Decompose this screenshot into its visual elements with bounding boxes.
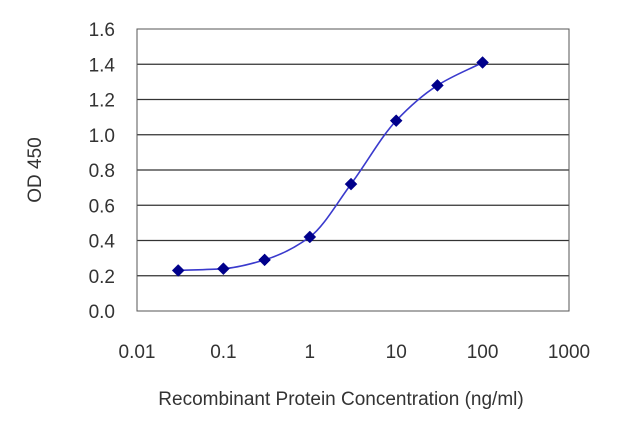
y-axis-title: OD 450 [25, 137, 46, 202]
x-tick-label: 0.1 [210, 342, 236, 363]
y-tick-label: 0.8 [89, 161, 115, 182]
data-point [217, 262, 230, 276]
data-point [344, 177, 358, 191]
x-axis-ticks: 0.01 0.1 1 10 100 1000 [119, 342, 591, 363]
x-tick-label: 1 [305, 342, 316, 363]
data-point [389, 114, 403, 128]
y-tick-label: 1.4 [89, 55, 116, 76]
y-axis-ticks: 0.0 0.2 0.4 0.6 0.8 1.0 1.2 1.4 1.6 [89, 20, 116, 323]
y-tick-label: 0.6 [89, 196, 115, 217]
data-point [476, 56, 489, 69]
y-tick-label: 0.2 [89, 267, 115, 288]
y-tick-label: 1.2 [89, 91, 115, 112]
plot-area [136, 28, 570, 312]
x-axis-title: Recombinant Protein Concentration (ng/ml… [158, 389, 523, 410]
y-tick-label: 0.4 [89, 232, 116, 253]
grid-lines [137, 63, 569, 277]
data-point [258, 253, 271, 267]
y-tick-label: 1.0 [89, 126, 115, 147]
y-tick-label: 1.6 [89, 20, 115, 41]
x-tick-label: 100 [467, 342, 499, 363]
data-point [303, 230, 317, 244]
x-tick-label: 0.01 [119, 342, 156, 363]
fit-curve-line [178, 61, 483, 272]
fit-curve [178, 61, 483, 272]
x-tick-label: 1000 [548, 342, 590, 363]
data-point [431, 79, 444, 92]
x-tick-label: 10 [386, 342, 407, 363]
data-points [171, 56, 489, 277]
y-tick-label: 0.0 [89, 302, 115, 323]
data-point [171, 264, 185, 277]
